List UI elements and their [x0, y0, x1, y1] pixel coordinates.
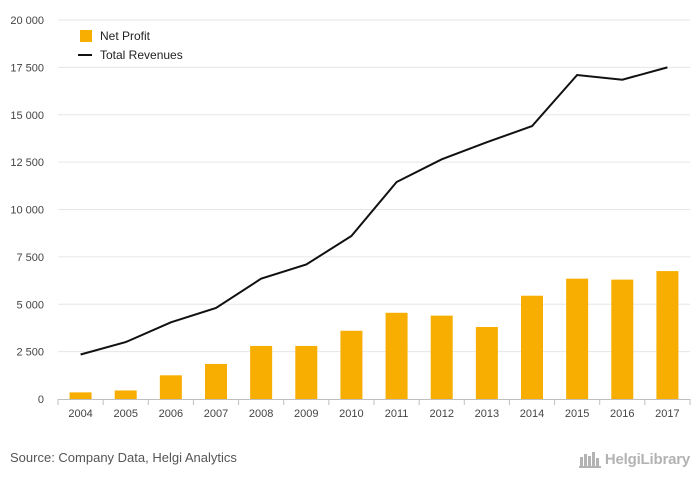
- chart: 0 2 500 5 000 7 500 10 000 12 500 15 000 17 500…: [10, 15, 691, 420]
- net-profit-bar: [385, 312, 408, 399]
- legend-label-net-profit: Net Profit: [100, 29, 151, 43]
- brand-name: HelgiLibrary: [604, 450, 690, 468]
- y-tick-label: 7 500: [16, 252, 44, 264]
- grid-lines: [58, 19, 690, 353]
- y-tick-label: 12 500: [10, 157, 44, 169]
- net-profit-bar: [340, 330, 363, 399]
- net-profit-bar: [656, 271, 679, 399]
- x-tick-label: 2010: [339, 408, 363, 420]
- y-tick-label: 20 000: [10, 15, 44, 27]
- y-tick-label: 15 000: [10, 110, 44, 122]
- x-tick-label: 2008: [249, 408, 273, 420]
- net-profit-bar: [611, 279, 634, 399]
- x-tick-label: 2004: [68, 408, 92, 420]
- net-profit-bar: [295, 345, 318, 399]
- x-tick-label: 2017: [655, 408, 679, 420]
- y-tick-label: 5 000: [16, 299, 44, 311]
- x-axis: 2004 2005 2006 2007 2008 2009 2010 2011 2012 2013…: [57, 399, 691, 420]
- net-profit-bar: [159, 375, 182, 399]
- x-tick-label: 2011: [385, 408, 409, 420]
- x-tick-label: 2009: [294, 408, 318, 420]
- y-axis-labels: 0 2 500 5 000 7 500 10 000 12 500 15 000 17 500…: [10, 15, 44, 406]
- net-profit-bar: [250, 345, 273, 399]
- source-note: Source: Company Data, Helgi Analytics: [10, 450, 237, 465]
- net-profit-bar: [521, 295, 543, 399]
- x-tick-label: 2005: [113, 408, 137, 420]
- net-profit-bar: [430, 315, 453, 399]
- y-tick-label: 0: [38, 394, 44, 406]
- legend-swatch-net-profit: [80, 30, 92, 42]
- legend-label-total-revenues: Total Revenues: [100, 48, 183, 62]
- net-profit-bar: [114, 390, 137, 399]
- x-tick-label: 2006: [159, 408, 183, 420]
- y-tick-label: 17 500: [10, 62, 44, 74]
- brand-logo: HelgiLibrary: [578, 448, 690, 470]
- total-revenues-line: [80, 66, 668, 356]
- legend: Net Profit Total Revenues: [78, 29, 183, 62]
- y-tick-label: 10 000: [10, 205, 44, 217]
- net-profit-bar: [205, 363, 227, 399]
- x-tick-label: 2014: [520, 408, 544, 420]
- net-profit-bars: [69, 271, 679, 399]
- x-tick-label: 2015: [565, 408, 589, 420]
- net-profit-bar: [566, 278, 589, 399]
- x-tick-label: 2013: [475, 408, 499, 420]
- y-tick-label: 2 500: [16, 347, 44, 359]
- x-tick-label: 2007: [204, 408, 228, 420]
- net-profit-bar: [69, 392, 92, 399]
- x-tick-label: 2016: [610, 408, 634, 420]
- library-icon: [578, 452, 601, 468]
- x-tick-label: 2012: [429, 408, 453, 420]
- net-profit-bar: [475, 326, 498, 399]
